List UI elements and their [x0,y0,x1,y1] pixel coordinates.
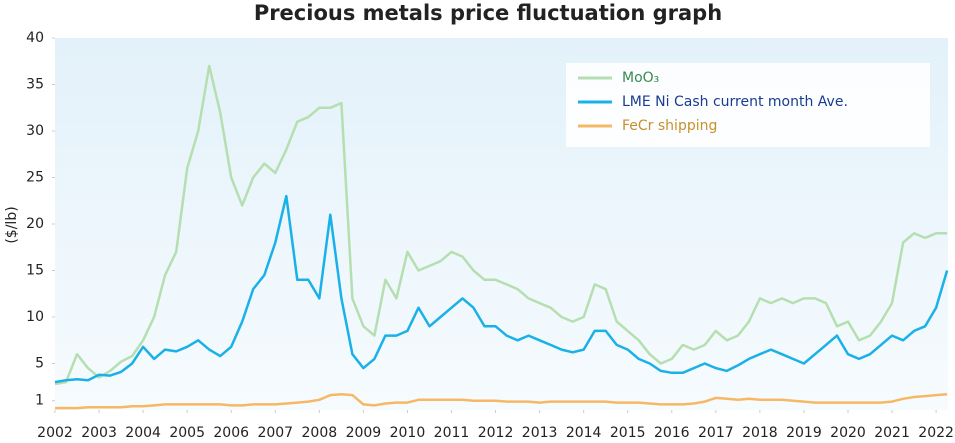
x-tick-label: 2011 [434,425,470,441]
x-tick-label: 2007 [257,425,293,441]
legend-label: FeCr shipping [622,118,717,134]
y-tick-label: 35 [26,77,44,93]
chart-title: Precious metals price fluctuation graph [254,1,722,25]
y-tick-label: 15 [26,263,44,279]
x-tick-label: 2014 [566,425,602,441]
series-line [54,194,949,384]
y-tick-label: 20 [26,216,44,232]
x-tick-label: 2008 [302,425,338,441]
x-tick-label: 2005 [169,425,205,441]
x-tick-label: 2010 [390,425,426,441]
y-tick-label: 1 [35,393,44,409]
y-tick-label: 10 [26,309,44,325]
x-tick-label: 2019 [786,425,822,441]
x-tick-label: 2016 [654,425,690,441]
x-tick-label: 2013 [522,425,558,441]
x-tick-label: 2002 [37,425,73,441]
x-tick-label: 2022 [918,425,954,441]
x-tick-label: 2003 [81,425,117,441]
series-line [55,392,948,410]
y-axis-label: ($/lb) [4,206,20,243]
x-tick-label: 2017 [698,425,734,441]
y-tick-label: 30 [26,123,44,139]
x-tick-label: 2021 [874,425,910,441]
x-tick-label: 2004 [125,425,161,441]
legend-label: MoO₃ [622,70,659,86]
x-tick-label: 2015 [610,425,646,441]
y-tick-label: 5 [35,356,44,372]
x-tick-label: 2006 [213,425,249,441]
y-tick-label: 40 [26,30,44,46]
series-line [54,64,948,386]
x-tick-label: 2012 [478,425,514,441]
y-tick-label: 25 [26,170,44,186]
legend-box [566,63,930,147]
legend-label: LME Ni Cash current month Ave. [622,94,848,110]
x-tick-label: 2018 [742,425,778,441]
x-tick-label: 2020 [830,425,866,441]
x-tick-label: 2009 [346,425,382,441]
